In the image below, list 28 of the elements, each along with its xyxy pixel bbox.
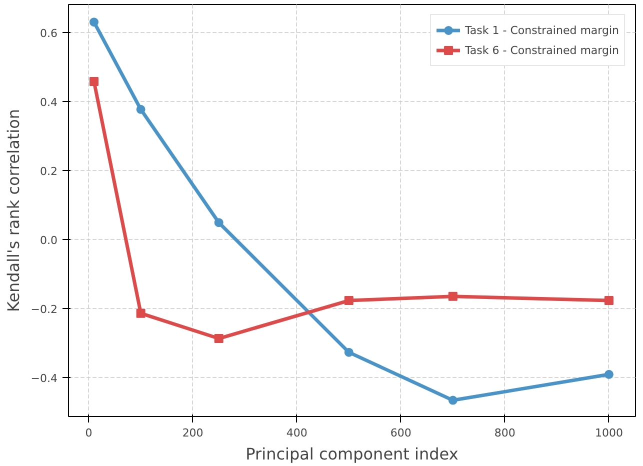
y-tick-label: 0.2 xyxy=(40,164,58,178)
x-tick-label: 200 xyxy=(182,426,204,440)
point xyxy=(89,18,98,27)
point xyxy=(344,348,354,357)
point xyxy=(214,218,224,228)
legend-label: Task 6 - Constrained margin xyxy=(465,44,619,56)
x-tick-label: 1000 xyxy=(594,426,623,440)
y-tick-label: 0.0 xyxy=(40,234,58,247)
point xyxy=(136,308,146,318)
x-tick-label: 400 xyxy=(286,426,308,440)
y-tick-label: −0.4 xyxy=(30,372,58,386)
point xyxy=(448,396,458,405)
y-axis-title: Kendall's rank correlation xyxy=(4,108,23,312)
x-axis-title: Principal component index xyxy=(246,444,458,464)
y-tick-label: −0.2 xyxy=(30,302,58,316)
x-tick-label: 600 xyxy=(390,426,412,440)
point xyxy=(604,296,614,306)
point xyxy=(89,76,98,86)
point xyxy=(344,296,354,306)
x-tick-label: 0 xyxy=(85,426,92,440)
x-tick-label: 800 xyxy=(494,426,516,440)
y-tick-label: 0.4 xyxy=(40,96,58,109)
point xyxy=(448,292,458,301)
y-tick-label: 0.6 xyxy=(40,26,58,40)
legend-label: Task 1 - Constrained margin xyxy=(465,24,619,36)
point xyxy=(136,104,146,114)
point xyxy=(214,334,224,344)
point xyxy=(604,370,614,379)
